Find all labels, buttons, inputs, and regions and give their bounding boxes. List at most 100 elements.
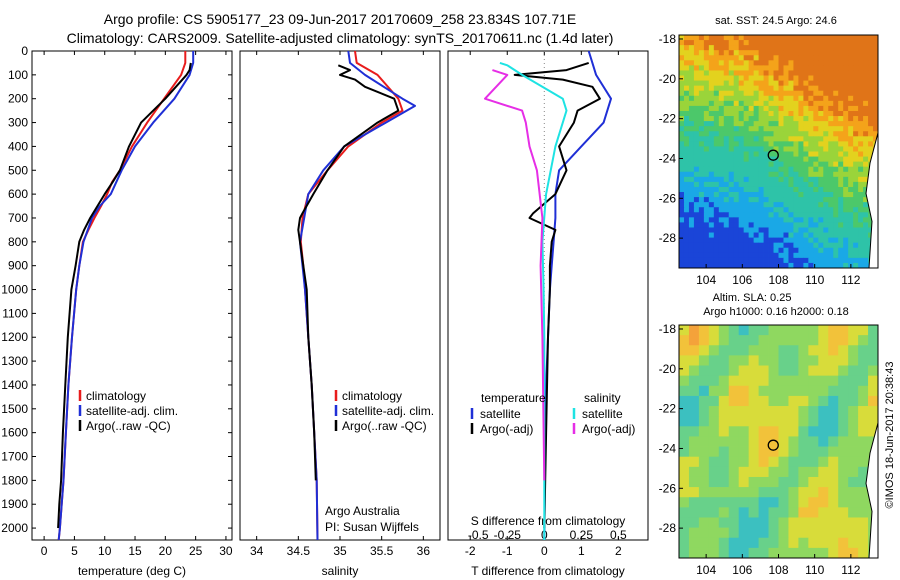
map-cell	[683, 247, 690, 254]
map-cell	[773, 237, 779, 244]
map-cell	[753, 197, 760, 203]
annotation: PI: Susan Wijffels	[325, 520, 419, 534]
map-cell	[828, 227, 834, 233]
map-cell	[843, 65, 849, 71]
map-cell	[738, 207, 745, 213]
map-cell	[798, 497, 809, 508]
map-cell	[693, 136, 700, 142]
map-cell	[778, 45, 784, 51]
map-cell	[758, 126, 764, 132]
map-cell	[679, 146, 685, 152]
map-cell	[833, 55, 839, 61]
map-cell	[688, 60, 695, 66]
map-cell	[723, 116, 730, 122]
map-cell	[728, 365, 740, 377]
map-cell	[698, 446, 710, 458]
map-cell	[728, 456, 740, 468]
series-line	[484, 69, 546, 481]
map-cell	[843, 242, 849, 249]
map-cell	[713, 176, 720, 183]
map-cell	[828, 217, 834, 223]
map-cell	[773, 242, 779, 249]
x-tick-label: 34	[250, 544, 264, 558]
map-cell	[773, 131, 779, 137]
map-cell	[688, 426, 700, 437]
map-cell	[718, 207, 725, 213]
map-cell	[803, 121, 809, 127]
map-cell	[758, 517, 769, 529]
map-cell	[818, 466, 829, 478]
map-cell	[858, 151, 864, 157]
map-cell	[798, 131, 804, 137]
map-cell	[693, 237, 700, 244]
map-cell	[838, 75, 844, 81]
map-cell	[693, 166, 700, 173]
map-cell	[733, 95, 740, 102]
map-cell	[679, 45, 685, 51]
map-cell	[823, 100, 829, 107]
map-cell	[679, 456, 690, 468]
map-cell	[813, 247, 819, 254]
map-cell	[858, 466, 869, 478]
map-cell	[868, 126, 874, 132]
y-tick-label: -28	[659, 521, 677, 535]
map-cell	[738, 247, 745, 254]
map-cell	[848, 242, 854, 249]
map-cell	[728, 257, 735, 264]
map-cell	[848, 227, 854, 233]
map-cell	[833, 105, 839, 112]
map-cell	[828, 40, 834, 46]
map-cell	[718, 476, 730, 488]
x-tick-label: 0	[541, 544, 548, 558]
map-cell	[773, 95, 779, 102]
map-cell	[858, 212, 864, 218]
map-cell	[758, 136, 764, 142]
map-cell	[728, 131, 735, 137]
map-cell	[703, 75, 710, 81]
map-cell	[828, 146, 834, 152]
map-cell	[718, 232, 725, 239]
map-cell	[858, 90, 864, 97]
map-cell	[863, 207, 869, 213]
map-cell	[818, 110, 824, 117]
map-cell	[748, 136, 755, 142]
map-cell	[858, 110, 864, 117]
map-cell	[788, 395, 799, 407]
map-cell	[718, 527, 730, 539]
map-cell	[793, 136, 799, 142]
map-cell	[798, 202, 804, 208]
map-cell	[679, 207, 685, 213]
map-cell	[853, 90, 859, 97]
top-tick-label: 0.25	[570, 528, 594, 542]
map-cell	[698, 335, 710, 346]
map-cell	[683, 181, 690, 188]
map-cell	[718, 262, 725, 269]
map-cell	[818, 197, 824, 203]
map-cell	[698, 126, 705, 132]
map-cell	[833, 217, 839, 223]
map-cell	[723, 222, 730, 228]
map-cell	[708, 466, 720, 478]
map-cell	[728, 355, 740, 366]
map-cell	[708, 227, 715, 233]
map-cell	[733, 262, 740, 269]
map-cell	[708, 95, 715, 102]
map-cell	[863, 181, 869, 188]
map-cell	[733, 252, 740, 259]
map-cell	[698, 547, 710, 559]
map-cell	[708, 171, 715, 178]
map-cell	[703, 141, 710, 147]
map-cell	[783, 50, 789, 56]
map-cell	[818, 126, 824, 132]
map-cell	[763, 237, 769, 244]
map-cell	[858, 547, 869, 559]
map-cell	[793, 70, 799, 76]
map-cell	[683, 156, 690, 163]
map-cell	[818, 146, 824, 152]
map-cell	[713, 181, 720, 188]
map-cell	[853, 70, 859, 76]
map-cell	[868, 345, 879, 356]
map-cell	[718, 90, 725, 97]
map-cell	[828, 547, 839, 559]
map-cell	[848, 456, 859, 468]
